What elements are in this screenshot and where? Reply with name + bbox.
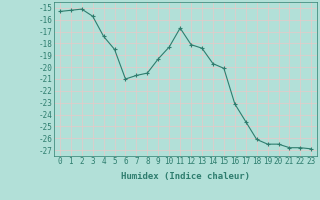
X-axis label: Humidex (Indice chaleur): Humidex (Indice chaleur) bbox=[121, 172, 250, 181]
